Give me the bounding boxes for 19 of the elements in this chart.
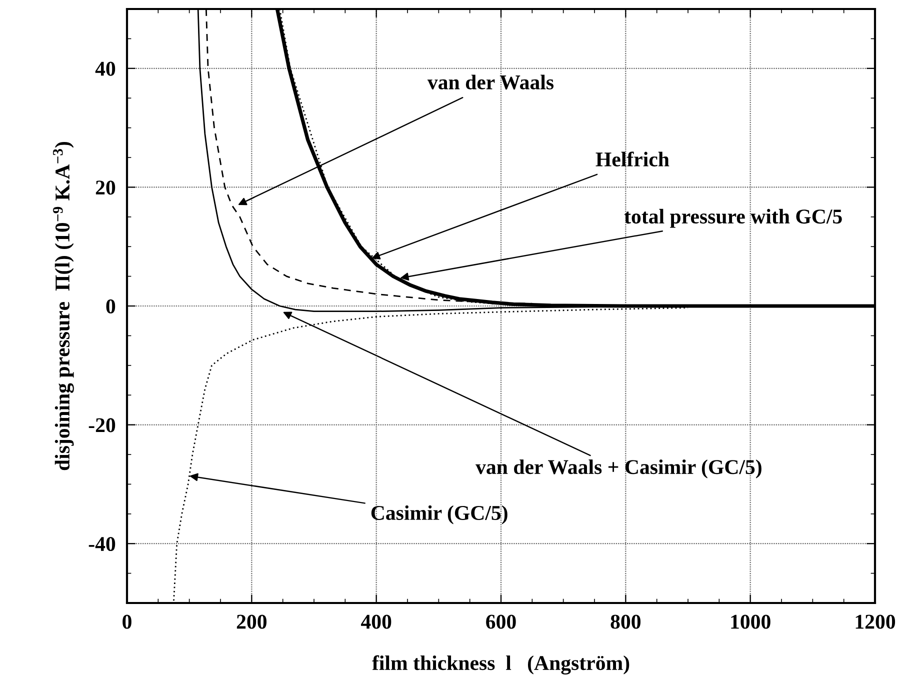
annotation: van der Waals + Casimir (GC/5) xyxy=(476,459,762,478)
x-tick-label: 800 xyxy=(610,614,640,629)
y-tick-label: 40 xyxy=(95,62,116,76)
y-tick-label: -40 xyxy=(88,536,116,552)
x-axis-title: film thickness l (Angström) xyxy=(372,655,630,674)
annotation: van der Waals xyxy=(427,74,554,90)
annotation: total pressure with GC/5 xyxy=(624,208,842,228)
x-tick-label: 600 xyxy=(486,614,516,629)
annotation: Casimir (GC/5) xyxy=(371,505,508,524)
x-tick-label: 0 xyxy=(122,614,132,629)
annotation: Helfrich xyxy=(596,152,670,166)
x-tick-label: 1000 xyxy=(731,614,770,629)
y-tick-label: -20 xyxy=(88,418,116,432)
y-axis-title: disjoining pressure Π(l) (10$^{−9}$ K.A$^{−3}$) xyxy=(52,142,74,470)
y-tick-label: 20 xyxy=(96,180,116,195)
x-tick-label: 1200 xyxy=(856,614,896,629)
x-tick-label: 400 xyxy=(360,614,392,629)
y-tick-label: 0 xyxy=(106,299,116,314)
x-tick-label: 200 xyxy=(236,614,266,629)
